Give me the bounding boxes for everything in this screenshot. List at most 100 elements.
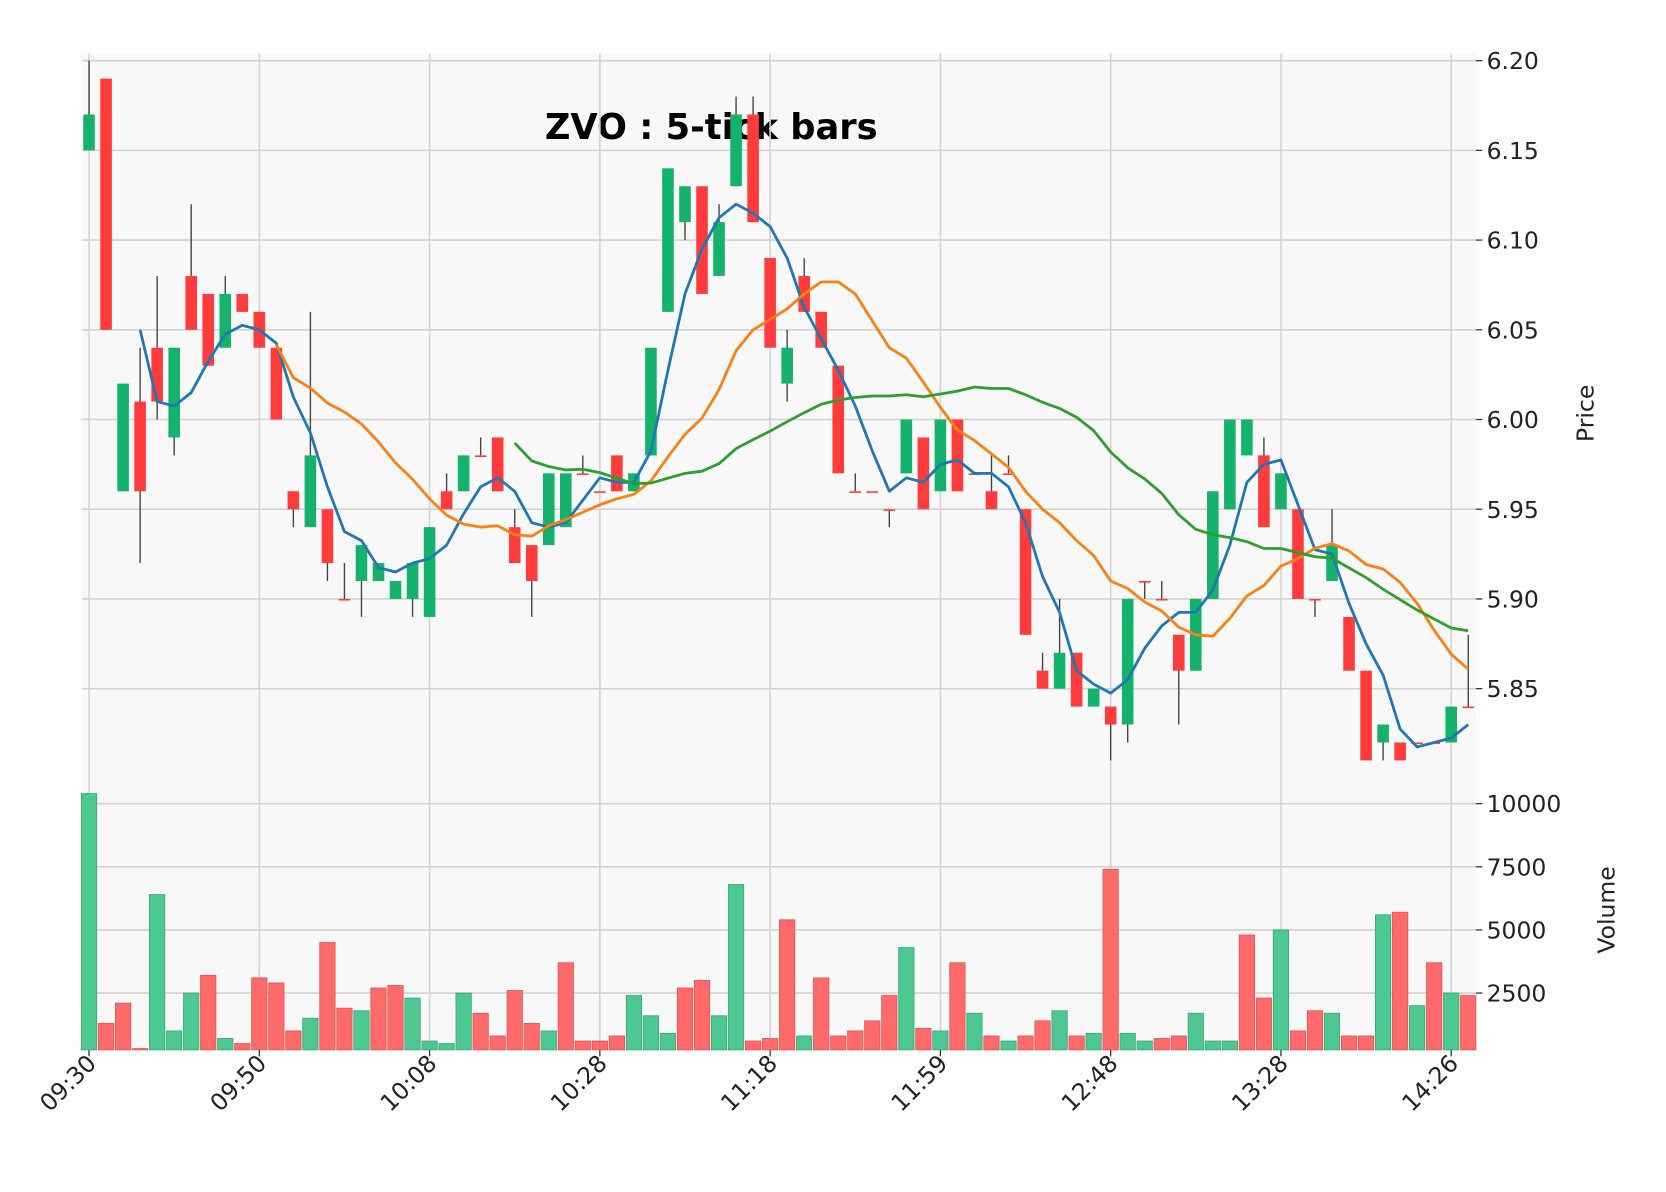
candle-body bbox=[321, 509, 334, 564]
candle-body bbox=[594, 491, 606, 493]
candle-body bbox=[1138, 580, 1151, 583]
volume-bar bbox=[404, 997, 421, 1051]
candle-body bbox=[1172, 634, 1185, 671]
y-tick-label: 6.10 bbox=[1487, 227, 1539, 255]
candle-body bbox=[338, 598, 351, 601]
candle-body bbox=[355, 545, 368, 581]
volume-bar bbox=[727, 884, 745, 1051]
volume-bar bbox=[1392, 911, 1409, 1051]
volume-bar bbox=[932, 1030, 949, 1051]
candle-body bbox=[679, 186, 691, 223]
x-tick-label: 09:50 bbox=[204, 1049, 272, 1117]
candle-body bbox=[185, 275, 197, 330]
y-tick-label: 2500 bbox=[1487, 980, 1547, 1008]
volume-bar bbox=[217, 1038, 234, 1051]
volume-bar bbox=[830, 1035, 847, 1051]
x-tick-label: 11:59 bbox=[886, 1049, 954, 1117]
candle-body bbox=[1309, 598, 1321, 601]
volume-bar bbox=[1170, 1035, 1187, 1051]
candle-body bbox=[287, 491, 300, 510]
candle-body bbox=[542, 473, 555, 546]
candle-body bbox=[219, 293, 232, 348]
candle-body bbox=[151, 347, 163, 402]
y-tick-label: 6.15 bbox=[1487, 137, 1539, 165]
volume-bar bbox=[1323, 1012, 1341, 1051]
candle-body bbox=[900, 419, 913, 474]
volume-bar bbox=[80, 793, 98, 1051]
volume-bar bbox=[1357, 1035, 1375, 1051]
candle-body bbox=[560, 473, 572, 528]
y-tick-label: 6.20 bbox=[1487, 47, 1539, 75]
candle-body bbox=[1087, 688, 1100, 707]
volume-bar bbox=[1460, 995, 1477, 1051]
candle-body bbox=[1275, 473, 1287, 510]
volume-bar bbox=[353, 1010, 370, 1051]
volume-bar bbox=[1187, 1012, 1204, 1051]
volume-bar bbox=[1017, 1035, 1034, 1051]
y-tick-label: 5.90 bbox=[1487, 585, 1539, 613]
candle-body bbox=[168, 347, 180, 438]
ma-line bbox=[275, 280, 1470, 671]
candle-body bbox=[423, 527, 436, 617]
volume-bar bbox=[864, 1020, 881, 1051]
candle-body bbox=[1036, 670, 1049, 689]
candle-body bbox=[1104, 706, 1117, 725]
candle-body bbox=[83, 114, 95, 151]
volume-bar bbox=[898, 947, 915, 1051]
volume-bar bbox=[881, 995, 898, 1051]
x-tick-label: 12:48 bbox=[1056, 1049, 1124, 1117]
volume-bar bbox=[421, 1040, 438, 1051]
x-tick-label: 10:28 bbox=[545, 1049, 613, 1117]
volume-bar bbox=[642, 1015, 660, 1051]
volume-bar bbox=[1375, 914, 1392, 1051]
volume-bar bbox=[1340, 1035, 1358, 1051]
candle-body bbox=[645, 347, 657, 456]
volume-bar bbox=[745, 1040, 762, 1051]
ma-line bbox=[513, 385, 1469, 633]
volume-bar bbox=[302, 1017, 319, 1051]
volume-bar bbox=[1136, 1040, 1153, 1051]
y-tick-label: 5.85 bbox=[1487, 675, 1539, 703]
volume-axis-label: Volume bbox=[1593, 866, 1621, 953]
x-tick-label: 09:30 bbox=[34, 1049, 102, 1117]
candle-body bbox=[1207, 491, 1219, 599]
candle-body bbox=[1445, 706, 1458, 743]
candle-body bbox=[1343, 616, 1355, 671]
candle-body bbox=[236, 293, 249, 312]
volume-bar bbox=[983, 1035, 1000, 1051]
y-tick-label: 7500 bbox=[1487, 853, 1547, 881]
candle-body bbox=[440, 491, 453, 510]
candle-body bbox=[611, 455, 623, 492]
y-tick-label: 6.05 bbox=[1487, 316, 1539, 344]
candle-body bbox=[883, 509, 896, 511]
candle-body bbox=[917, 437, 930, 510]
volume-bar bbox=[949, 962, 966, 1051]
volume-bar bbox=[1409, 1005, 1426, 1051]
volume-bar bbox=[200, 974, 217, 1051]
volume-bar bbox=[625, 995, 643, 1051]
candle-body bbox=[1411, 742, 1423, 745]
candle-body bbox=[713, 222, 725, 276]
volume-bar bbox=[796, 1035, 813, 1051]
volume-bar bbox=[1204, 1040, 1221, 1051]
volume-bar bbox=[1443, 992, 1460, 1051]
volume-bar bbox=[166, 1030, 183, 1051]
y-tick-label: 5.95 bbox=[1487, 496, 1539, 524]
volume-bar bbox=[693, 980, 711, 1051]
volume-bar bbox=[1306, 1010, 1324, 1051]
volume-bar bbox=[97, 1022, 115, 1051]
candle-body bbox=[474, 455, 487, 457]
volume-bar bbox=[1426, 962, 1443, 1051]
candle-body bbox=[1462, 706, 1475, 709]
volume-bar bbox=[234, 1043, 251, 1051]
candle-body bbox=[1258, 455, 1270, 528]
candle-body bbox=[304, 455, 317, 528]
candle-body bbox=[389, 580, 402, 599]
candle-body bbox=[100, 78, 112, 330]
volume-bar bbox=[779, 919, 796, 1051]
volume-bar bbox=[1102, 868, 1119, 1051]
volume-bar bbox=[710, 1015, 728, 1051]
candle-body bbox=[1360, 670, 1372, 761]
candle-body bbox=[1155, 598, 1168, 601]
